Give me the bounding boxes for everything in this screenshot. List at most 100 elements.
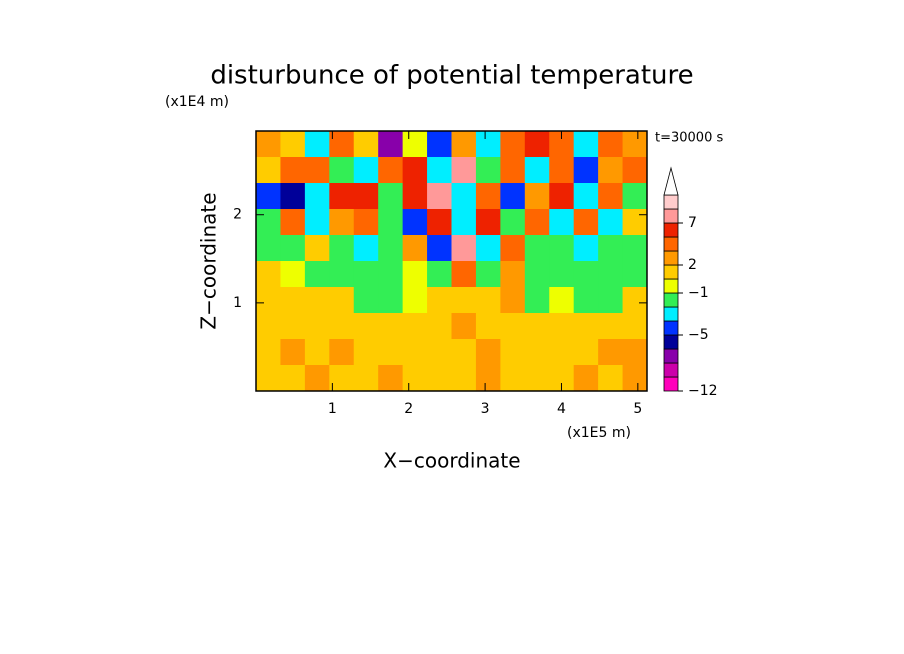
field-cell [329,365,355,392]
field-cell [378,235,404,262]
field-cell [378,209,404,236]
field-cell [256,235,281,262]
field-cell [475,157,501,184]
field-cell [378,131,404,158]
field-cell [475,131,501,158]
x-tick-label: 1 [328,401,337,417]
field-cell [304,157,330,184]
y-tick-label: 1 [233,295,242,311]
field-cell [329,287,355,314]
field-cell [402,157,428,184]
colorbar-tick-label: −5 [688,327,709,343]
field-cell [475,261,501,288]
field-cell [304,131,330,158]
field-cell [573,183,599,210]
field-cell [353,183,379,210]
field-cell [427,339,452,366]
field-cell [280,339,306,366]
field-cell [280,157,306,184]
field-cell [549,313,575,340]
field-cell [524,235,550,262]
field-cell [475,287,501,314]
x-tick-label: 2 [404,401,413,417]
colorbar-box [663,376,679,392]
field-cell [573,235,599,262]
field-cell [524,313,550,340]
field-cell [304,287,330,314]
field-cell [524,339,550,366]
field-cell [353,209,379,236]
field-cell [622,261,648,288]
field-cell [500,313,526,340]
field-cell [622,183,648,210]
field-cell [304,261,330,288]
field-cell [622,131,648,158]
field-cell [573,157,599,184]
field-cell [524,157,550,184]
colorbar-box [663,264,679,280]
field-cell [280,209,306,236]
field-cell [378,157,404,184]
field-cell [353,235,379,262]
colorbar-box [663,334,679,350]
field-cell [500,131,526,158]
colorbar-box [663,194,679,210]
field-cell [451,183,477,210]
field-cell [329,235,355,262]
field-cell [451,287,477,314]
field-cell [280,365,306,392]
field-cell [427,365,452,392]
field-cell [622,339,648,366]
field-cell [524,131,550,158]
field-cell [329,157,355,184]
field-cell [573,209,599,236]
field-cell [598,287,624,314]
field-cell [402,209,428,236]
field-cell [304,313,330,340]
field-cell [427,235,452,262]
field-cell [304,339,330,366]
field-cell [304,183,330,210]
field-cell [329,183,355,210]
colorbar-tick-label: −1 [688,285,709,301]
field-cell [329,339,355,366]
field-cell [500,183,526,210]
field-cell [451,313,477,340]
colorbar-box [663,292,679,308]
field-cell [329,313,355,340]
field-cell [353,339,379,366]
chart-title: disturbunce of potential temperature [210,61,693,91]
y-axis-label: Z−coordinate [197,192,221,329]
field-cell [622,287,648,314]
field-cell [475,365,501,392]
colorbar-box [663,278,679,294]
field-cell [500,365,526,392]
field-cell [329,131,355,158]
colorbar-box [663,222,679,238]
field-cell [304,209,330,236]
x-tick-label: 3 [481,401,490,417]
field-cell [573,261,599,288]
field-cell [622,235,648,262]
field-cell [598,183,624,210]
field-cell [524,183,550,210]
field-cell [329,261,355,288]
field-cell [451,365,477,392]
field-cell [256,287,281,314]
field-cell [598,261,624,288]
colorbar-tick-label: 2 [688,257,697,273]
field-cell [353,261,379,288]
field-cell [475,313,501,340]
field-cell [280,235,306,262]
field-cell [598,209,624,236]
colorbar-box [663,306,679,322]
field-cell [549,287,575,314]
field-cell [329,209,355,236]
field-cell [402,365,428,392]
field-cell [500,157,526,184]
field-cell [427,183,452,210]
field-cell [353,287,379,314]
field-cell [622,313,648,340]
